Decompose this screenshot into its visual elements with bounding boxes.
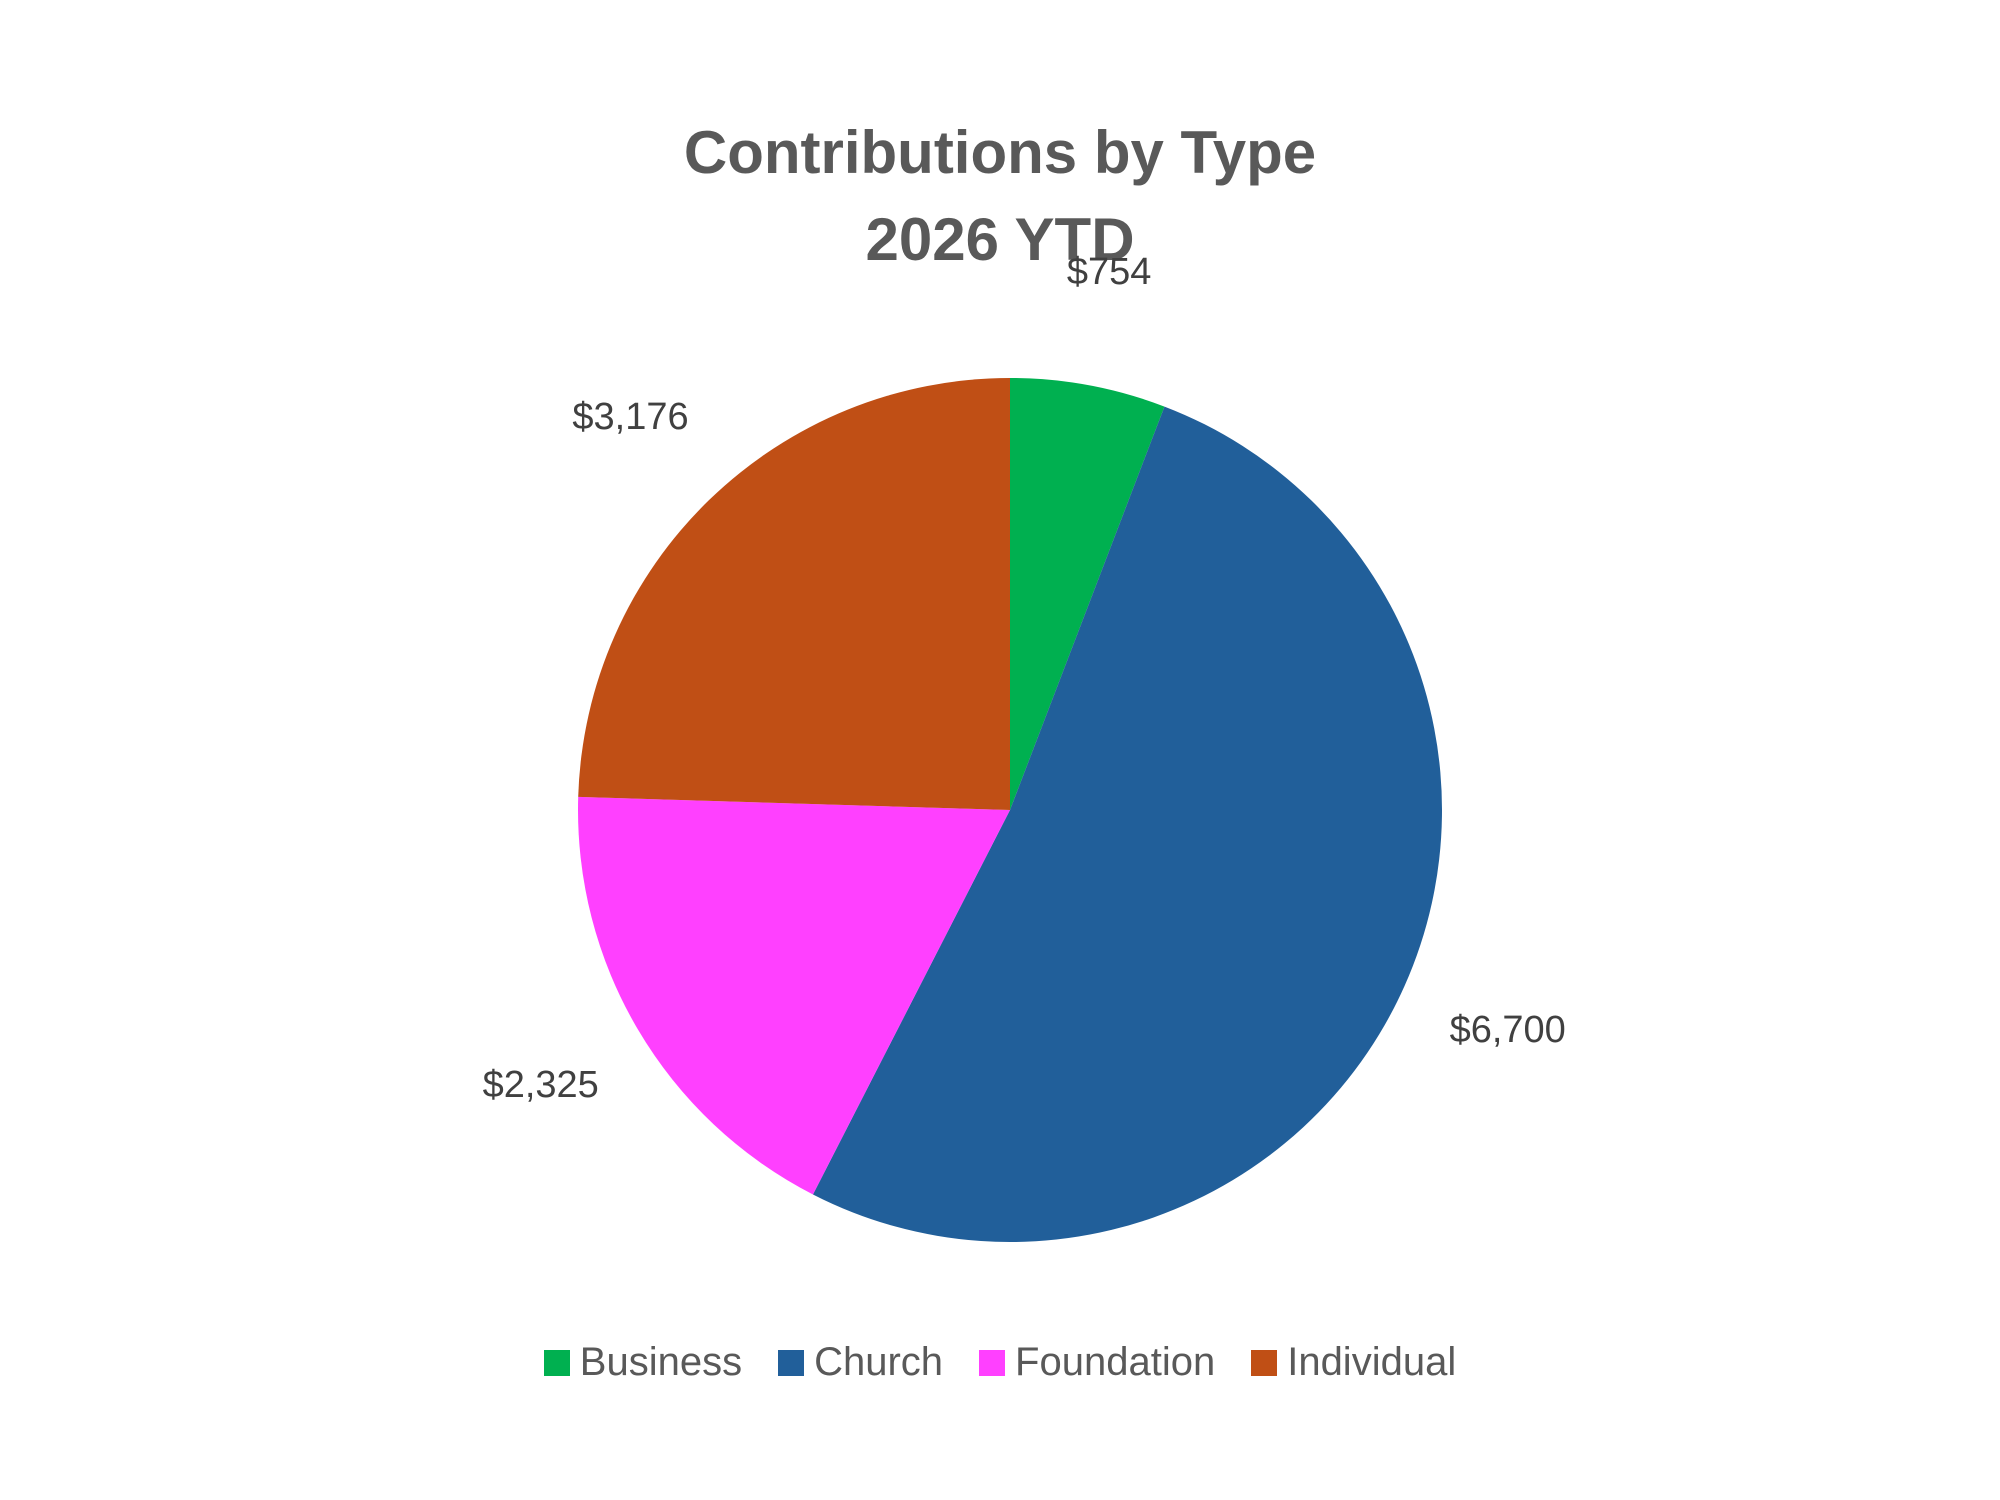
data-label-church: $6,700 (1450, 1009, 1566, 1051)
legend-label-foundation: Foundation (1015, 1340, 1216, 1384)
pie-slice-church (812, 406, 1442, 1242)
legend-swatch-individual (1251, 1349, 1278, 1376)
legend-swatch-business (543, 1349, 570, 1376)
pie-slice-business (1010, 378, 1165, 810)
legend-swatch-foundation (979, 1349, 1006, 1376)
legend-label-business: Business (579, 1340, 743, 1384)
data-label-business: $754 (1067, 251, 1152, 293)
legend-item-individual: Individual (1251, 1340, 1456, 1385)
pie-slice-individual (578, 378, 1010, 810)
chart-title: Contributions by Type (683, 119, 1317, 186)
data-label-individual: $3,176 (572, 396, 688, 438)
legend-label-individual: Individual (1287, 1340, 1457, 1384)
pie-slice-foundation (578, 796, 1010, 1195)
legend: Business Church Foundation Individual (0, 1340, 2000, 1385)
legend-label-church: Church (814, 1340, 944, 1384)
chart-subtitle: 2026 YTD (865, 206, 1135, 273)
data-label-foundation: $2,325 (483, 1064, 599, 1106)
legend-item-church: Church (778, 1340, 943, 1385)
legend-swatch-church (778, 1349, 805, 1376)
legend-item-business: Business (543, 1340, 743, 1385)
legend-item-foundation: Foundation (979, 1340, 1215, 1385)
